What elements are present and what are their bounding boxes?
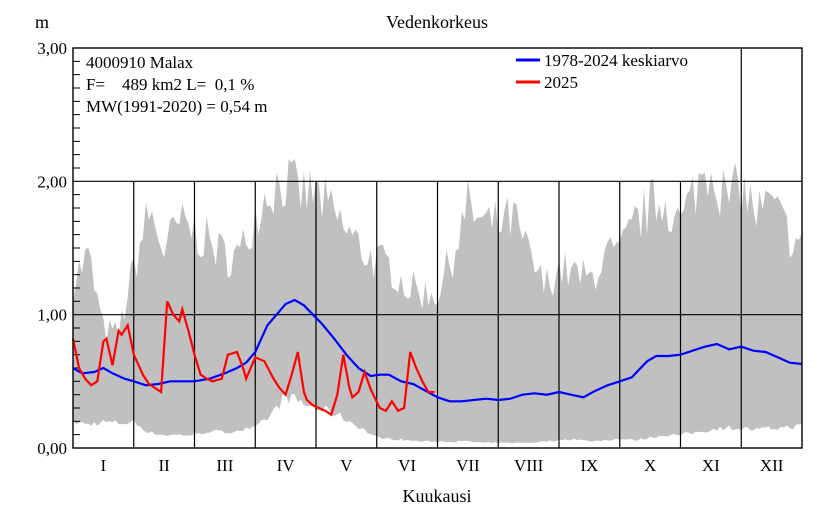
y-tick-label: 1,00 — [37, 306, 67, 325]
x-tick-label: I — [101, 456, 107, 475]
legend-label-2025: 2025 — [544, 73, 578, 92]
x-tick-label: VII — [456, 456, 480, 475]
y-tick-label: 3,00 — [37, 39, 67, 58]
x-tick-label: X — [644, 456, 656, 475]
x-tick-label: XI — [702, 456, 720, 475]
series-line-mean — [72, 298, 803, 403]
x-tick-label: IX — [580, 456, 598, 475]
info-line-area: F= 489 km2 L= 0,1 % — [86, 75, 254, 94]
x-tick-label: VI — [398, 456, 416, 475]
info-box: 4000910 Malax F= 489 km2 L= 0,1 % MW(199… — [86, 53, 267, 116]
plot-area: 0,001,002,003,00I II III IV V VI VII VIII IX X XI X… — [37, 39, 803, 475]
series-line-2025 — [71, 300, 435, 417]
x-axis-label: Kuukausi — [403, 486, 472, 506]
y-axis-label: m — [35, 12, 49, 32]
x-tick-label: VIII — [514, 456, 544, 475]
x-tick-label: II — [158, 456, 170, 475]
y-tick-label: 2,00 — [37, 172, 67, 191]
legend: 1978-2024 keskiarvo 2025 — [516, 51, 688, 92]
info-line-mw: MW(1991-2020) = 0,54 m — [86, 97, 267, 116]
plot-frame — [72, 47, 803, 449]
x-tick-label: V — [340, 456, 353, 475]
chart-title: Vedenkorkeus — [386, 12, 488, 32]
x-tick-label: XII — [760, 456, 784, 475]
y-tick-label: 0,00 — [37, 439, 67, 458]
info-line-station: 4000910 Malax — [86, 53, 194, 72]
x-tick-label: IV — [277, 456, 296, 475]
legend-label-mean: 1978-2024 keskiarvo — [544, 51, 688, 70]
x-tick-label: III — [216, 456, 233, 475]
